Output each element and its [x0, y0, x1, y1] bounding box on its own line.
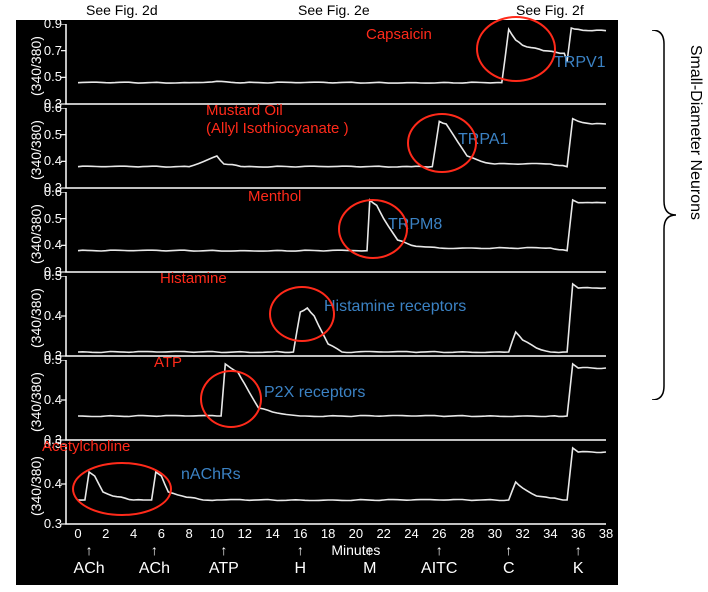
x-tick: 30: [488, 526, 502, 541]
x-tick: 36: [571, 526, 585, 541]
receptor-label: P2X receptors: [264, 384, 365, 402]
stimulus-label: Mustard Oil: [206, 102, 283, 119]
receptor-label: TRPA1: [458, 131, 508, 149]
up-arrow-icon: ↑: [575, 542, 582, 558]
receptor-label: TRPM8: [388, 216, 442, 234]
x-tick: 10: [210, 526, 224, 541]
x-tick: 38: [599, 526, 613, 541]
x-tick: 12: [238, 526, 252, 541]
up-arrow-icon: ↑: [436, 542, 443, 558]
x-stimulus-label: C: [503, 560, 515, 578]
see-fig-label: See Fig. 2f: [516, 2, 584, 18]
x-tick: 6: [158, 526, 165, 541]
x-tick: 32: [515, 526, 529, 541]
receptor-label: TRPV1: [554, 54, 606, 72]
x-tick: 0: [74, 526, 81, 541]
x-stimulus-label: ACh: [74, 560, 105, 578]
up-arrow-icon: ↑: [220, 542, 227, 558]
stimulus-label: Histamine: [160, 270, 227, 287]
trace-panel-trpm8: (340/380)0.30.40.50.6MentholTRPM8: [0, 192, 708, 272]
x-tick: 2: [102, 526, 109, 541]
x-stimulus-label: H: [295, 560, 307, 578]
x-tick: 18: [321, 526, 335, 541]
x-tick: 28: [460, 526, 474, 541]
x-stimulus-label: K: [573, 560, 584, 578]
stimulus-label: Menthol: [248, 188, 301, 205]
see-fig-label: See Fig. 2e: [298, 2, 370, 18]
stimulus-label: ATP: [154, 354, 182, 371]
up-arrow-icon: ↑: [86, 542, 93, 558]
ca-trace: [0, 276, 618, 360]
trace-panel-trpv1: (340/380)0.30.50.70.9CapsaicinTRPV1: [0, 24, 708, 104]
stimulus-label: Acetylcholine: [42, 438, 130, 455]
x-stimulus-label: AITC: [421, 560, 457, 578]
trace-panel-p2x: (340/380)0.30.40.5ATPP2X receptors: [0, 360, 708, 440]
trace-panel-histamine: (340/380)0.30.40.5HistamineHistamine rec…: [0, 276, 708, 356]
ca-trace: [0, 360, 618, 444]
ca-trace: [0, 192, 618, 276]
stimulus-label: (Allyl Isothiocyanate ): [206, 120, 349, 137]
x-stimulus-label: ATP: [209, 560, 239, 578]
ca-trace: [0, 444, 618, 528]
x-stimulus-label: M: [363, 560, 376, 578]
up-arrow-icon: ↑: [151, 542, 158, 558]
x-tick: 24: [404, 526, 418, 541]
see-fig-label: See Fig. 2d: [86, 2, 158, 18]
x-stimulus-label: ACh: [139, 560, 170, 578]
trace-panel-trpa1: (340/380)0.30.40.50.6Mustard Oil(Allyl I…: [0, 108, 708, 188]
receptor-label: nAChRs: [181, 466, 241, 484]
stimulus-label: Capsaicin: [366, 26, 432, 43]
up-arrow-icon: ↑: [505, 542, 512, 558]
x-tick: 8: [186, 526, 193, 541]
x-tick: 14: [265, 526, 279, 541]
x-tick: 22: [376, 526, 390, 541]
x-tick: 26: [432, 526, 446, 541]
x-tick: 4: [130, 526, 137, 541]
x-tick: 34: [543, 526, 557, 541]
trace-panel-nachrs: (340/380)0.30.40.5AcetylcholinenAChRs: [0, 444, 708, 524]
receptor-label: Histamine receptors: [324, 298, 466, 316]
x-tick: 16: [293, 526, 307, 541]
ca-trace: [0, 24, 618, 108]
up-arrow-icon: ↑: [366, 542, 373, 558]
x-tick: 20: [349, 526, 363, 541]
up-arrow-icon: ↑: [297, 542, 304, 558]
